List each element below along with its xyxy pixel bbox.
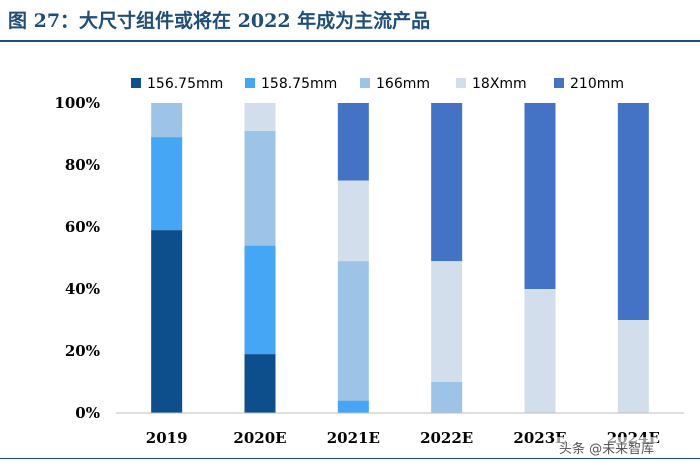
x-tick-label-2022e: 2022E [420,429,473,447]
figure-title: 图 27：大尺寸组件或将在 2022 年成为主流产品 [8,10,431,32]
bar-segment-2024e-210mm [617,103,649,320]
bar-segment-2019-158.75mm [151,137,183,231]
bar-segment-2019-156.75mm [151,230,183,413]
x-tick-label-2020e: 2020E [233,429,286,447]
x-axis-ticks: 20192020E2021E2022E2023E2024E [146,429,660,447]
legend-swatch-18xmm [456,78,466,88]
legend-label-166mm: 166mm [376,76,430,92]
y-tick-label: 100% [54,94,100,112]
legend-label-156.75mm: 156.75mm [147,76,223,92]
title-rule [0,40,700,42]
y-tick-label: 60% [65,218,100,236]
bar-segment-2020e-166mm [244,130,276,246]
x-tick-label-2023e: 2023E [513,429,566,447]
y-tick-label: 20% [65,342,100,360]
bar-segment-2021e-158.75mm [337,400,369,413]
y-tick-label: 80% [65,156,100,174]
legend-swatch-158.75mm [245,78,255,88]
bar-segment-2019-166mm [151,103,183,138]
bottom-rule [0,458,700,459]
y-tick-label: 40% [65,280,100,298]
x-tick-label-2019: 2019 [146,429,188,447]
bar-segment-2021e-18xmm [337,180,369,262]
y-tick-label: 0% [75,404,100,422]
bar-segment-2023e-18xmm [524,289,556,413]
bar-segment-2022e-166mm [431,382,463,413]
legend-label-18xmm: 18Xmm [472,76,527,92]
bar-segment-2021e-210mm [337,103,369,181]
bar-segment-2020e-156.75mm [244,354,276,413]
bars [151,103,649,413]
legend: 156.75mm 158.75mm 166mm 18Xmm 210mm [131,76,624,92]
legend-swatch-156.75mm [131,78,141,88]
bar-segment-2023e-210mm [524,103,556,289]
legend-label-158.75mm: 158.75mm [261,76,337,92]
bar-segment-2020e-18xmm [244,103,276,131]
x-tick-label-2021e: 2021E [327,429,380,447]
bar-segment-2022e-210mm [431,103,463,262]
legend-label-210mm: 210mm [570,76,624,92]
legend-swatch-166mm [360,78,370,88]
legend-swatch-210mm [554,78,564,88]
bar-segment-2022e-18xmm [431,261,463,382]
bar-segment-2021e-166mm [337,261,369,401]
bar-segment-2024e-18xmm [617,320,649,413]
y-axis-ticks: 0% 20% 40% 60% 80% 100% [54,94,100,422]
bar-segment-2020e-158.75mm [244,245,276,355]
watermark: 头条 @未来智库 [556,437,658,458]
